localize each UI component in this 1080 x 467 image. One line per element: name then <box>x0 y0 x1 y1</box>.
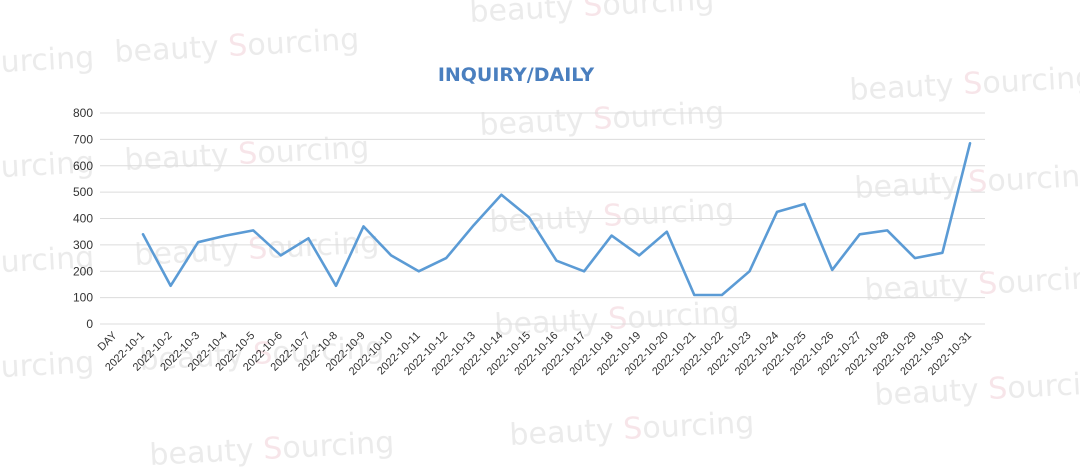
watermark: beauty Sourcing <box>849 60 1080 108</box>
y-tick-label: 200 <box>73 264 93 278</box>
data-point <box>472 223 476 227</box>
watermark: beauty Sourcing <box>489 192 735 240</box>
watermark: beauty Sourcing <box>0 145 95 193</box>
watermark: beauty Sourcing <box>149 425 395 467</box>
watermark: beauty Sourcing <box>509 405 755 453</box>
data-point <box>913 256 917 260</box>
data-point <box>747 269 751 273</box>
data-point <box>389 253 393 257</box>
data-point <box>251 228 255 232</box>
watermark: beauty Sourcing <box>469 0 715 30</box>
gridlines <box>100 112 985 325</box>
data-point <box>720 293 724 297</box>
watermark: beauty Sourcing <box>0 40 95 88</box>
data-point <box>196 240 200 244</box>
y-tick-label: 800 <box>73 106 93 120</box>
data-point <box>610 234 614 238</box>
watermark: beauty Sourcing <box>124 130 370 178</box>
data-point <box>555 259 559 263</box>
data-point <box>968 141 972 145</box>
y-tick-label: 500 <box>73 185 93 199</box>
y-tick-label: 600 <box>73 159 93 173</box>
x-tick-label: DAY <box>96 329 120 353</box>
y-tick-label: 300 <box>73 238 93 252</box>
data-point <box>279 253 283 257</box>
data-point <box>858 232 862 236</box>
data-point <box>141 232 145 236</box>
watermark: beauty Sourcing <box>864 260 1080 308</box>
watermark: beauty Sourcing <box>0 240 95 288</box>
watermark: beauty Sourcing <box>874 365 1080 413</box>
watermark: beauty Sourcing <box>114 22 360 70</box>
data-point <box>306 236 310 240</box>
watermark: beauty Sourcing <box>0 345 95 393</box>
y-tick-label: 100 <box>73 291 93 305</box>
watermark: beauty Sourcing <box>479 95 725 143</box>
watermark: beauty Sourcing <box>494 295 740 343</box>
watermark: beauty Sourcing <box>139 330 385 378</box>
y-axis-ticks: 0 100 200 300 400 500 600 700 800 <box>73 106 93 331</box>
data-point <box>417 269 421 273</box>
data-point <box>334 284 338 288</box>
watermark: beauty Sourcing <box>854 158 1080 206</box>
data-point <box>169 284 173 288</box>
data-point <box>499 193 503 197</box>
data-point <box>665 230 669 234</box>
data-point <box>362 224 366 228</box>
data-point <box>940 251 944 255</box>
data-point <box>527 215 531 219</box>
y-tick-label: 0 <box>86 317 93 331</box>
data-point <box>224 234 228 238</box>
series-line <box>141 142 972 297</box>
data-point <box>692 293 696 297</box>
data-point <box>830 268 834 272</box>
y-tick-label: 400 <box>73 212 93 226</box>
data-point <box>885 228 889 232</box>
data-point <box>803 202 807 206</box>
data-point <box>444 256 448 260</box>
y-tick-label: 700 <box>73 132 93 146</box>
chart-title: INQUIRY/DAILY <box>438 64 595 86</box>
data-point <box>582 269 586 273</box>
data-point <box>775 210 779 214</box>
data-point <box>637 253 641 257</box>
